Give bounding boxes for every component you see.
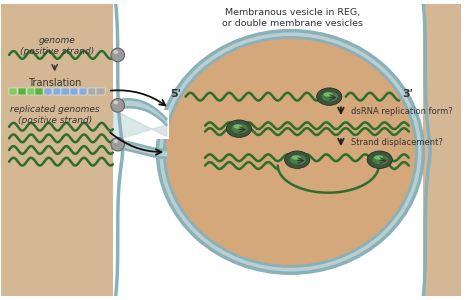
Text: dsRNA replication form?: dsRNA replication form? (351, 107, 452, 116)
Text: 5': 5' (171, 89, 182, 99)
Ellipse shape (317, 88, 342, 105)
Bar (44, 88, 52, 95)
Bar (423, 4, 461, 296)
Ellipse shape (111, 48, 125, 62)
Ellipse shape (113, 100, 118, 104)
Bar (62, 88, 70, 95)
Ellipse shape (374, 155, 383, 160)
Bar (96, 88, 105, 95)
Ellipse shape (367, 151, 392, 168)
Ellipse shape (113, 50, 118, 54)
Ellipse shape (164, 38, 417, 266)
Bar (35, 88, 44, 95)
Bar (27, 88, 35, 95)
Ellipse shape (233, 124, 242, 129)
Text: 3': 3' (402, 89, 413, 99)
Bar (9, 88, 17, 95)
Ellipse shape (113, 139, 118, 143)
Text: Strand displacement?: Strand displacement? (351, 138, 442, 147)
Text: genome
(positive strand): genome (positive strand) (20, 37, 95, 56)
Ellipse shape (157, 31, 423, 273)
Text: Membranous vesicle in REG,
or double membrane vesicles: Membranous vesicle in REG, or double mem… (222, 8, 363, 28)
Text: replicated genomes
(positive strand): replicated genomes (positive strand) (10, 105, 100, 125)
Ellipse shape (111, 137, 125, 151)
Ellipse shape (292, 155, 301, 160)
Bar (113, 110, 169, 139)
Ellipse shape (290, 155, 306, 164)
Ellipse shape (284, 151, 310, 168)
Bar (1, 4, 123, 296)
Ellipse shape (372, 155, 389, 164)
Bar (70, 88, 78, 95)
Ellipse shape (322, 92, 338, 101)
Bar (53, 88, 61, 95)
Text: Translation: Translation (28, 78, 82, 88)
Bar (18, 88, 26, 95)
Ellipse shape (324, 92, 332, 97)
Ellipse shape (227, 120, 252, 137)
Bar (113, 4, 462, 296)
Ellipse shape (111, 99, 125, 112)
Ellipse shape (231, 124, 248, 134)
Bar (88, 88, 96, 95)
Bar (79, 88, 87, 95)
